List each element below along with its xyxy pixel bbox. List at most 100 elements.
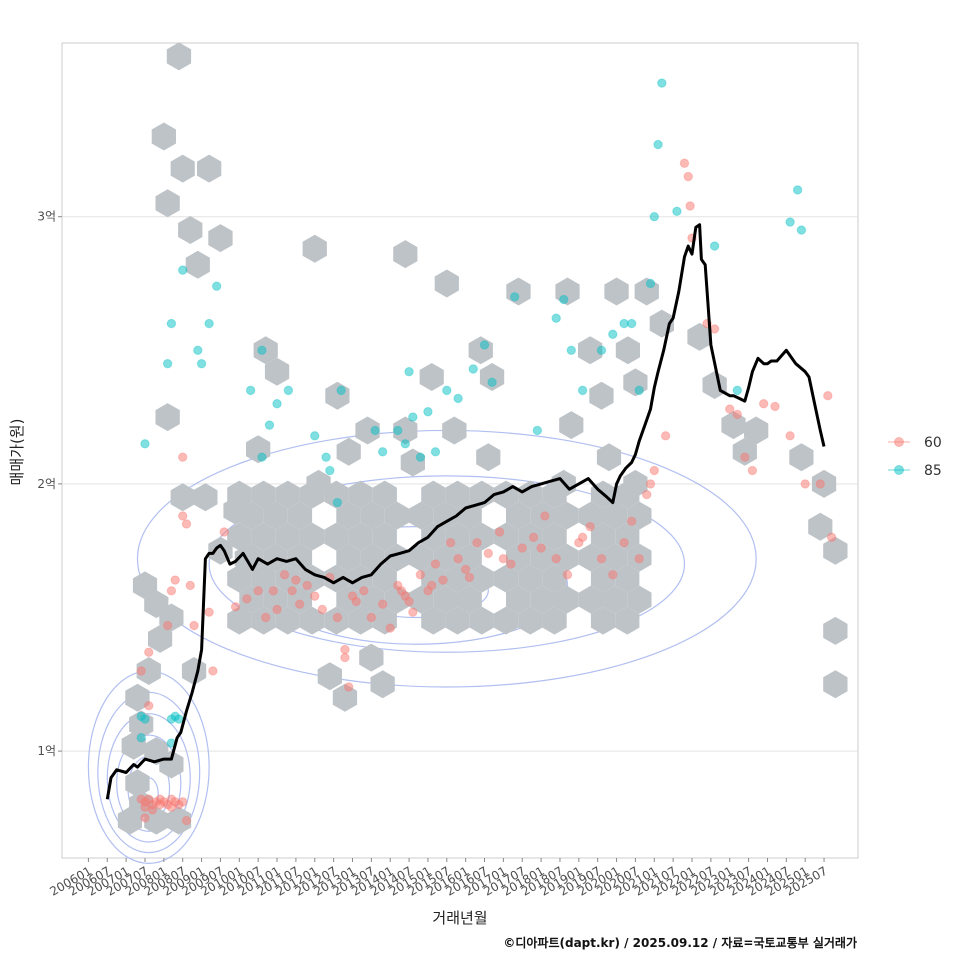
hexbin bbox=[518, 480, 543, 509]
hexbin bbox=[559, 411, 584, 440]
data-point-85 bbox=[193, 345, 203, 355]
chart-caption: ©디아파트(dapt.kr) / 2025.09.12 / 자료=국토교통부 실… bbox=[503, 935, 857, 950]
data-point-60 bbox=[634, 554, 644, 564]
hexbin bbox=[159, 750, 184, 779]
hexbin bbox=[823, 536, 848, 565]
data-point-85 bbox=[649, 211, 659, 222]
hexbin bbox=[421, 564, 446, 593]
data-point-85 bbox=[430, 447, 441, 457]
hexbin bbox=[542, 522, 567, 551]
hexbin bbox=[457, 585, 482, 614]
hexbin bbox=[578, 336, 603, 365]
data-point-60 bbox=[577, 532, 588, 543]
hexbin bbox=[264, 357, 290, 386]
data-point-60 bbox=[178, 452, 188, 462]
hexbin bbox=[336, 501, 361, 530]
data-point-60 bbox=[427, 580, 437, 591]
data-point-85 bbox=[709, 241, 720, 251]
hexbin bbox=[578, 501, 603, 530]
hexbin bbox=[823, 616, 848, 645]
hexbin bbox=[445, 480, 470, 509]
hexbin bbox=[317, 662, 342, 691]
data-point-60 bbox=[645, 479, 656, 489]
hexbin bbox=[590, 606, 616, 635]
data-point-60 bbox=[770, 401, 780, 412]
data-point-85 bbox=[608, 329, 618, 339]
data-point-60 bbox=[347, 591, 358, 601]
data-point-60 bbox=[204, 607, 214, 617]
hexbin bbox=[355, 416, 380, 445]
data-point-60 bbox=[178, 511, 188, 521]
data-point-60 bbox=[208, 666, 218, 676]
data-point-85 bbox=[626, 318, 637, 329]
legend-label: 85 bbox=[924, 463, 942, 479]
data-point-85 bbox=[559, 294, 569, 305]
hexbin bbox=[348, 606, 373, 635]
data-point-60 bbox=[826, 532, 837, 543]
data-point-85 bbox=[792, 185, 803, 195]
data-point-85 bbox=[453, 393, 463, 404]
data-point-60 bbox=[453, 554, 463, 564]
data-point-85 bbox=[393, 425, 403, 436]
data-point-60 bbox=[294, 599, 305, 609]
hexbin bbox=[117, 806, 142, 835]
data-point-85 bbox=[174, 714, 184, 724]
hexbin bbox=[530, 543, 555, 572]
hexbin bbox=[360, 501, 385, 530]
data-point-85 bbox=[645, 278, 656, 289]
x-axis-title: 거래년월 bbox=[432, 909, 487, 927]
data-point-60 bbox=[506, 559, 516, 569]
data-point-60 bbox=[317, 604, 328, 615]
data-point-85 bbox=[468, 364, 478, 374]
hexbin bbox=[299, 606, 325, 635]
hexbin bbox=[155, 403, 180, 432]
data-point-60 bbox=[279, 570, 290, 580]
data-point-60 bbox=[147, 805, 158, 815]
data-point-60 bbox=[268, 586, 278, 596]
data-point-60 bbox=[747, 465, 758, 476]
hexbin bbox=[518, 564, 543, 593]
hexbin bbox=[469, 564, 494, 593]
legend-label: 60 bbox=[924, 435, 942, 451]
hexbin bbox=[227, 522, 252, 551]
hexbin bbox=[590, 564, 616, 593]
data-point-85 bbox=[415, 452, 426, 462]
data-point-60 bbox=[396, 586, 407, 596]
hexbin bbox=[324, 522, 349, 551]
hexbin bbox=[434, 269, 459, 298]
data-point-85 bbox=[400, 439, 410, 449]
data-point-60 bbox=[415, 570, 426, 580]
hexbin bbox=[332, 683, 358, 712]
density-contour bbox=[208, 475, 686, 653]
hexbin bbox=[324, 564, 349, 593]
hexbin bbox=[170, 483, 195, 512]
data-point-60 bbox=[619, 537, 629, 548]
data-point-60 bbox=[464, 572, 475, 583]
data-point-60 bbox=[709, 324, 720, 334]
hexbin bbox=[590, 522, 616, 551]
hexbin bbox=[348, 480, 373, 509]
hexbin bbox=[299, 480, 325, 509]
data-point-85 bbox=[283, 385, 294, 396]
data-point-60 bbox=[136, 666, 146, 676]
hexbin bbox=[170, 154, 195, 183]
hexbin bbox=[493, 606, 519, 635]
data-point-85 bbox=[310, 431, 320, 441]
data-point-85 bbox=[136, 733, 146, 743]
hexbin bbox=[615, 564, 640, 593]
data-point-60 bbox=[385, 623, 395, 633]
data-point-85 bbox=[245, 385, 256, 396]
hexbin bbox=[239, 543, 264, 572]
data-point-60 bbox=[332, 612, 343, 623]
data-point-85 bbox=[140, 714, 150, 724]
data-point-60 bbox=[408, 607, 418, 617]
data-point-60 bbox=[253, 586, 263, 596]
hexbin bbox=[251, 564, 276, 593]
data-point-85 bbox=[264, 420, 275, 430]
hexbin bbox=[442, 416, 467, 445]
data-point-60 bbox=[181, 815, 192, 826]
data-point-60 bbox=[815, 479, 825, 489]
data-point-85 bbox=[672, 206, 682, 217]
data-point-60 bbox=[340, 652, 350, 663]
data-point-60 bbox=[340, 644, 350, 655]
